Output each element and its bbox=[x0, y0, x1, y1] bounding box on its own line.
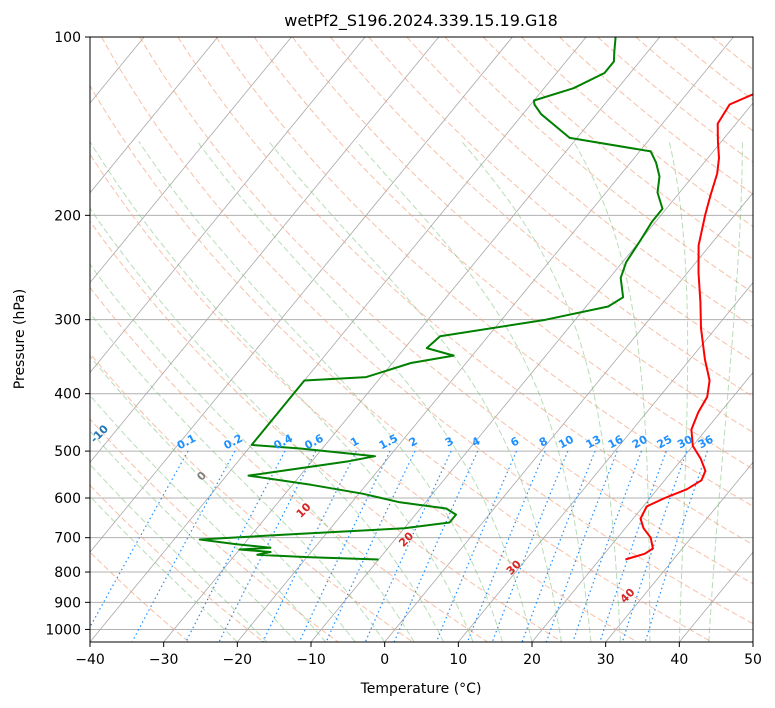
isotherm-line bbox=[384, 192, 753, 642]
moist-adiabat-line bbox=[196, 141, 533, 642]
mixing-ratio-label: 16 bbox=[606, 433, 626, 452]
y-tick-label: 300 bbox=[54, 313, 81, 329]
x-tick-label: 0 bbox=[380, 652, 389, 668]
isotherm-line bbox=[90, 37, 440, 463]
y-tick-label: 800 bbox=[54, 565, 81, 581]
moist-adiabat-line bbox=[90, 430, 297, 642]
x-tick-label: 10 bbox=[449, 652, 467, 668]
moist-adiabat-line bbox=[356, 140, 592, 642]
y-tick-label: 400 bbox=[54, 387, 81, 403]
dry-adiabat-line bbox=[253, 37, 753, 470]
moist-adiabat-line bbox=[90, 207, 445, 642]
mixing-ratio-line bbox=[325, 450, 416, 642]
dry-adiabat-line bbox=[90, 220, 563, 642]
mixing-ratio-label: 10 bbox=[556, 433, 576, 452]
mixing-ratio-line bbox=[466, 450, 546, 642]
mixing-ratio-line bbox=[644, 450, 708, 642]
mixing-ratio-label: 25 bbox=[655, 433, 675, 452]
dry-adiabat-line bbox=[444, 37, 753, 294]
isotherm-line bbox=[458, 282, 753, 642]
isotherm-line bbox=[163, 37, 661, 642]
dry-adiabat-line bbox=[292, 37, 753, 433]
y-tick-label: 500 bbox=[54, 444, 81, 460]
chart-title: wetPf2_S196.2024.339.15.19.G18 bbox=[284, 11, 558, 31]
mixing-ratio-line bbox=[298, 450, 391, 642]
isotherm-line bbox=[90, 37, 513, 553]
dry-adiabat-line bbox=[330, 37, 753, 398]
dry-adiabat-line bbox=[90, 84, 712, 642]
mixing-ratio-label: 36 bbox=[696, 433, 716, 452]
x-tick-label: −10 bbox=[296, 652, 326, 668]
mixing-ratio-line bbox=[131, 450, 236, 642]
isotherm-line bbox=[90, 37, 587, 642]
dry-adiabat-line bbox=[215, 37, 753, 507]
moist-adiabat-line bbox=[90, 312, 386, 642]
x-tick-label: −20 bbox=[223, 652, 253, 668]
isotherm-line bbox=[90, 37, 366, 374]
plot-frame bbox=[89, 36, 754, 643]
x-tick-label: −30 bbox=[149, 652, 179, 668]
dry-adiabat-line bbox=[101, 37, 753, 625]
moist-adiabat-line bbox=[668, 141, 689, 642]
isotherm-line bbox=[237, 37, 734, 642]
axis-layer: −40 −30 −20 −10 0 10 20 30 40 50 100 200 300 400 500 60… bbox=[45, 30, 762, 668]
isotherm-line bbox=[90, 37, 292, 284]
dry-adiabat-line bbox=[559, 37, 753, 195]
temperature-profile-line bbox=[625, 93, 753, 561]
x-tick-label: 40 bbox=[670, 652, 688, 668]
mixing-ratio-label: 30 bbox=[675, 433, 695, 452]
isotherm-line bbox=[605, 461, 753, 642]
dry-adiabat-line bbox=[597, 37, 753, 163]
moist-adiabat-line bbox=[90, 463, 268, 642]
mixing-ratio-line bbox=[491, 450, 569, 642]
moist-adiabat-line bbox=[573, 141, 651, 642]
mixing-ratio-line bbox=[435, 450, 518, 642]
dry-adiabat-line bbox=[482, 37, 753, 260]
y-tick-label: 1000 bbox=[45, 622, 81, 638]
moist-adiabat-line bbox=[90, 495, 238, 642]
isotherm-line bbox=[310, 102, 753, 642]
dewpoint-profile-line bbox=[198, 37, 664, 561]
y-tick-label: 600 bbox=[54, 491, 81, 507]
dry-adiabat-line bbox=[90, 352, 414, 642]
moist-adiabat-line bbox=[268, 140, 562, 642]
dry-adiabat-line bbox=[139, 37, 753, 585]
y-axis-label: Pressure (hPa) bbox=[12, 289, 28, 389]
moist-adiabat-line bbox=[708, 141, 743, 642]
x-tick-label: 30 bbox=[597, 652, 615, 668]
moist-adiabat-line bbox=[138, 141, 503, 642]
y-tick-label: 200 bbox=[54, 208, 81, 224]
moist-adiabat-line bbox=[90, 141, 474, 642]
data-layer bbox=[198, 37, 753, 561]
x-tick-label: 20 bbox=[523, 652, 541, 668]
mixing-ratio-label: 13 bbox=[584, 433, 604, 452]
y-tick-label: 100 bbox=[54, 30, 81, 46]
grid-layer bbox=[90, 37, 753, 642]
moist-adiabat-line bbox=[90, 394, 327, 642]
x-axis-label: Temperature (°C) bbox=[360, 681, 482, 697]
y-tick-label: 700 bbox=[54, 531, 81, 547]
x-tick-label: 50 bbox=[744, 652, 762, 668]
dry-adiabat-line bbox=[368, 37, 753, 362]
dry-adiabat-line bbox=[177, 37, 753, 546]
mixing-ratio-line bbox=[393, 450, 479, 642]
moist-adiabat-line bbox=[461, 140, 621, 642]
y-tick-label: 900 bbox=[54, 595, 81, 611]
x-tick-label: −40 bbox=[75, 652, 105, 668]
mixing-ratio-label: 20 bbox=[630, 433, 650, 452]
mixing-ratio-line bbox=[90, 450, 189, 629]
dry-adiabat-line bbox=[90, 153, 638, 642]
mixing-ratio-line bbox=[364, 450, 452, 642]
moist-adiabat-line bbox=[90, 263, 415, 642]
isotherm-line bbox=[531, 371, 753, 642]
isotherm-line bbox=[90, 37, 219, 194]
